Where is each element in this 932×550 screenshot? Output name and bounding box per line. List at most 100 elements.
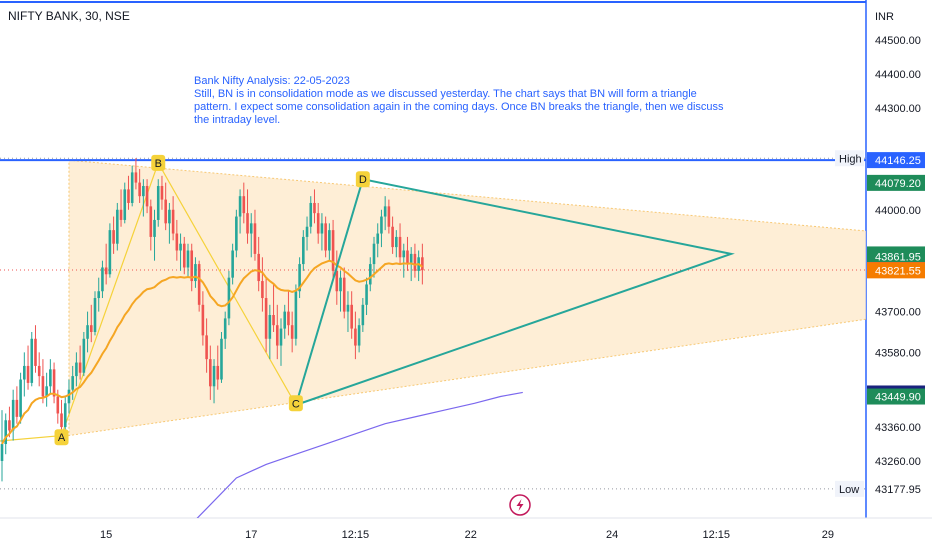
- candle-body: [201, 304, 205, 336]
- candle-body: [15, 399, 19, 417]
- candle: [104, 243, 108, 285]
- ema-fast-line[interactable]: [1, 259, 423, 445]
- candle-body: [171, 209, 175, 234]
- price-tag-last-green: 44079.20: [867, 174, 925, 191]
- candle-body: [63, 403, 67, 428]
- candle-body: [116, 209, 119, 244]
- candle: [182, 236, 186, 275]
- candle-body: [30, 338, 34, 383]
- time-axis-label: 12:15: [342, 529, 370, 541]
- candle: [220, 331, 223, 383]
- analysis-note: Bank Nifty Analysis: 22-05-2023 Still, B…: [194, 75, 724, 126]
- candle: [30, 331, 34, 387]
- candle: [279, 318, 283, 366]
- price-axis-label: 44500.00: [875, 35, 921, 47]
- candle: [223, 311, 227, 349]
- price-axis-label: 43360.00: [875, 422, 921, 434]
- candle: [186, 243, 190, 278]
- candle: [372, 236, 376, 278]
- candle-body: [290, 325, 294, 339]
- candle-body: [56, 396, 60, 414]
- candle-body: [261, 281, 264, 299]
- price-tag-low: Low 43177.95: [835, 480, 921, 497]
- candle: [134, 158, 138, 190]
- candle: [119, 189, 123, 227]
- candle: [376, 223, 380, 258]
- candle-body: [361, 304, 365, 326]
- candle: [305, 216, 309, 251]
- candle-body: [372, 243, 376, 265]
- price-axis-label: 43580.00: [875, 347, 921, 359]
- candle: [264, 277, 268, 353]
- candle-body: [23, 365, 26, 380]
- candle-body: [156, 185, 160, 220]
- candle: [52, 362, 56, 404]
- candle-body: [272, 315, 275, 326]
- ema-slow-line[interactable]: [177, 391, 523, 539]
- price-tag-value: 43177.95: [875, 484, 921, 496]
- candle-body: [78, 362, 82, 373]
- candle-body: [71, 376, 74, 390]
- candle-body: [305, 226, 309, 237]
- candle: [413, 243, 417, 278]
- bolt-icon[interactable]: [509, 494, 531, 516]
- note-line-3: pattern. I expect some consolidation aga…: [194, 101, 724, 113]
- triangle-pattern[interactable]: [294, 178, 735, 407]
- price-tag-ema-fast: 43821.55: [867, 262, 925, 279]
- candle-body: [45, 386, 48, 397]
- wave-label-badge: [355, 171, 370, 188]
- candle-body: [8, 420, 11, 431]
- candle-body: [190, 250, 194, 282]
- candle-body: [268, 315, 272, 339]
- candle: [201, 291, 205, 346]
- candle: [380, 209, 383, 248]
- price-tags: High44151.7044146.2544079.2043868.404386…: [835, 150, 925, 497]
- candle: [153, 209, 156, 261]
- candle-body: [253, 223, 257, 254]
- candle: [335, 250, 339, 305]
- candle: [138, 169, 141, 203]
- candle-body: [134, 172, 138, 183]
- channel-shape: [68, 159, 866, 437]
- candle-body: [398, 236, 402, 258]
- candle-body: [205, 335, 208, 360]
- price-axis-label: 43260.00: [875, 456, 921, 468]
- candle-body: [52, 369, 56, 397]
- note-line-2: Still, BN is in consolidation mode as we…: [194, 88, 697, 100]
- candle-body: [275, 325, 279, 346]
- candle: [391, 216, 394, 254]
- candle: [127, 175, 130, 210]
- price-axis[interactable]: 44500.00 44400.00 44300.00 44000.00 43700.00…: [875, 35, 921, 468]
- candle: [249, 213, 253, 258]
- candle-body: [238, 196, 242, 217]
- candle-body: [316, 213, 320, 234]
- candle-body: [142, 185, 145, 197]
- candle: [171, 196, 175, 241]
- candle-body: [287, 311, 290, 326]
- candles-layer: [0, 158, 424, 482]
- candle: [19, 372, 22, 424]
- candle: [294, 284, 298, 346]
- candle: [197, 260, 201, 312]
- candle: [194, 257, 197, 288]
- candle: [130, 165, 134, 207]
- price-axis-label: 44400.00: [875, 69, 921, 81]
- price-tag-caption-bg: [835, 480, 864, 497]
- candle-body: [279, 328, 283, 346]
- candle: [238, 189, 242, 234]
- wave-label-text: B: [155, 158, 162, 170]
- candle: [108, 223, 112, 278]
- candle: [350, 291, 353, 339]
- price-tag-caption: Low: [839, 484, 859, 496]
- candle: [421, 243, 424, 285]
- price-tag-value: 43449.90: [875, 392, 921, 404]
- candle-body: [235, 216, 238, 251]
- candle-body: [123, 189, 127, 220]
- candle-body: [0, 444, 4, 461]
- wave-label-d: D: [355, 171, 370, 188]
- candle-body: [60, 413, 63, 428]
- candle: [331, 219, 335, 278]
- candle: [361, 298, 365, 332]
